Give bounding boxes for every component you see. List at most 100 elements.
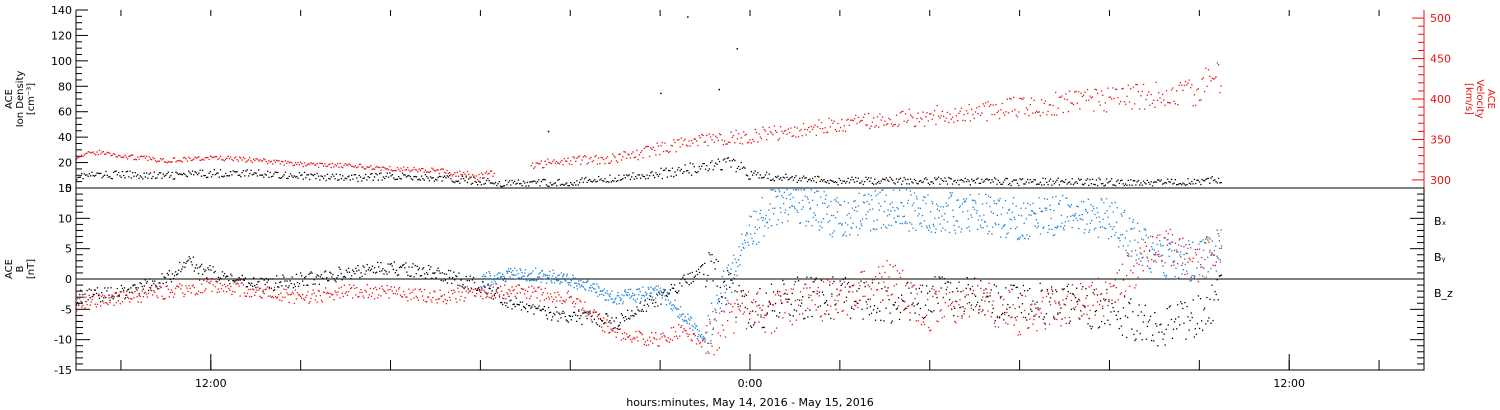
bottom-series-3-point (309, 301, 311, 303)
top-series-1-point (585, 176, 587, 179)
bottom-series-1-point (1141, 339, 1143, 341)
bottom-series-1-point (287, 287, 289, 289)
bottom-series-2-point (1171, 241, 1174, 243)
top-series-1-point (451, 180, 453, 182)
bottom-series-1-point (1042, 318, 1044, 320)
bottom-series-2-point (1192, 278, 1195, 280)
top-series-2-point (843, 125, 845, 127)
top-series-1-point (1093, 183, 1095, 185)
bottom-series-1-point (410, 275, 412, 277)
bottom-series-2-point (894, 209, 896, 212)
bottom-series-1-point (490, 297, 492, 299)
bottom-series-1-point (1001, 314, 1003, 316)
top-series-2-point (1156, 99, 1159, 102)
top-series-2-point (188, 156, 190, 158)
bottom-series-1-point (1084, 305, 1086, 308)
bottom-series-2-point (777, 195, 779, 197)
bottom-series-2-point (1210, 267, 1212, 270)
top-series-1-point (1029, 179, 1031, 181)
bottom-series-3-point (591, 315, 593, 317)
top-series-2-point (1216, 62, 1218, 64)
top-series-1-point (1011, 180, 1013, 183)
bottom-series-3-point (322, 291, 325, 293)
bottom-series-2-point (894, 221, 897, 223)
top-series-1-point (1168, 181, 1170, 183)
bottom-series-3-point (147, 292, 150, 294)
top-series-2-point (107, 152, 110, 154)
top-series-1-point (993, 177, 996, 179)
top-series-1-point (1043, 184, 1045, 186)
bottom-series-2-point (867, 211, 869, 213)
top-series-2-point (1098, 101, 1100, 103)
bottom-series-2-point (909, 190, 911, 192)
top-series-1-point (1137, 180, 1140, 182)
top-series-1-point (1165, 182, 1168, 184)
bottom-series-1-point (896, 307, 899, 309)
top-series-2-point (239, 156, 241, 158)
bottom-series-1-point (384, 269, 386, 271)
bottom-series-3-point (588, 313, 590, 315)
bottom-series-1-point (769, 303, 771, 305)
top-series-1-point (953, 180, 955, 182)
top-series-2-point (1006, 98, 1008, 100)
bottom-series-2-point (739, 254, 742, 257)
top-series-2-point (591, 161, 593, 163)
bottom-series-2-point (1191, 275, 1193, 277)
top-series-1-point (296, 175, 298, 178)
bottom-series-2-point (1028, 214, 1030, 216)
bottom-series-2-point (1076, 219, 1079, 222)
top-series-1-point (666, 176, 668, 178)
bottom-series-2-point (981, 219, 983, 221)
bottom-series-2-point (873, 220, 875, 222)
top-series-2-point (1205, 67, 1207, 69)
bottom-series-1-point (819, 305, 821, 307)
top-series-1-point (881, 178, 884, 180)
top-series-2-point (906, 121, 908, 123)
top-series-1-point (1030, 181, 1033, 183)
top-series-1-point (123, 174, 125, 177)
bottom-series-1-point (727, 270, 729, 272)
bottom-series-1-point (999, 297, 1002, 299)
bottom-series-1-point (373, 267, 376, 269)
top-series-2-point (766, 139, 768, 141)
bottom-series-1-point (652, 302, 654, 304)
bottom-series-1-point (940, 287, 942, 289)
bottom-series-1-point (951, 308, 953, 310)
bottom-series-2-point (1095, 216, 1098, 219)
bottom-series-3-point (474, 295, 477, 297)
bottom-series-1-point (971, 292, 974, 295)
bottom-series-3-point (864, 295, 866, 297)
top-series-2-point (270, 160, 273, 162)
bottom-series-3-point (316, 301, 318, 303)
bottom-series-2-point (512, 270, 514, 272)
bottom-series-1-point (869, 306, 871, 308)
top-series-1-point (353, 174, 355, 176)
bottom-series-1-point (618, 324, 620, 326)
top-series-2-point (1134, 103, 1136, 105)
bottom-series-1-point (938, 276, 940, 278)
bottom-series-3-point (932, 295, 934, 298)
top-series-1-point (974, 182, 977, 184)
bottom-series-3-point (844, 286, 846, 288)
bottom-series-3-point (401, 295, 403, 298)
top-series-1-point (90, 175, 92, 177)
bottom-series-2-point (603, 294, 605, 296)
bottom-series-3-point (974, 306, 977, 308)
bottom-series-3-point (680, 326, 682, 328)
top-series-2-point (1048, 104, 1050, 106)
bottom-series-3-point (256, 289, 258, 291)
top-series-2-point (1033, 99, 1035, 101)
bottom-series-2-point (665, 299, 667, 301)
bottom-series-2-point (495, 283, 497, 285)
bottom-series-1-point (1113, 310, 1115, 312)
top-series-2-point (726, 143, 728, 145)
top-series-1-point (312, 174, 315, 177)
bottom-series-2-point (973, 208, 976, 211)
top-series-2-point (717, 139, 719, 142)
top-series-1-point (814, 176, 816, 178)
bottom-series-1-point (1136, 330, 1138, 332)
bottom-series-2-point (877, 193, 879, 195)
bottom-series-2-point (954, 229, 956, 231)
bottom-series-1-point (895, 308, 898, 310)
bottom-series-3-point (303, 298, 305, 300)
